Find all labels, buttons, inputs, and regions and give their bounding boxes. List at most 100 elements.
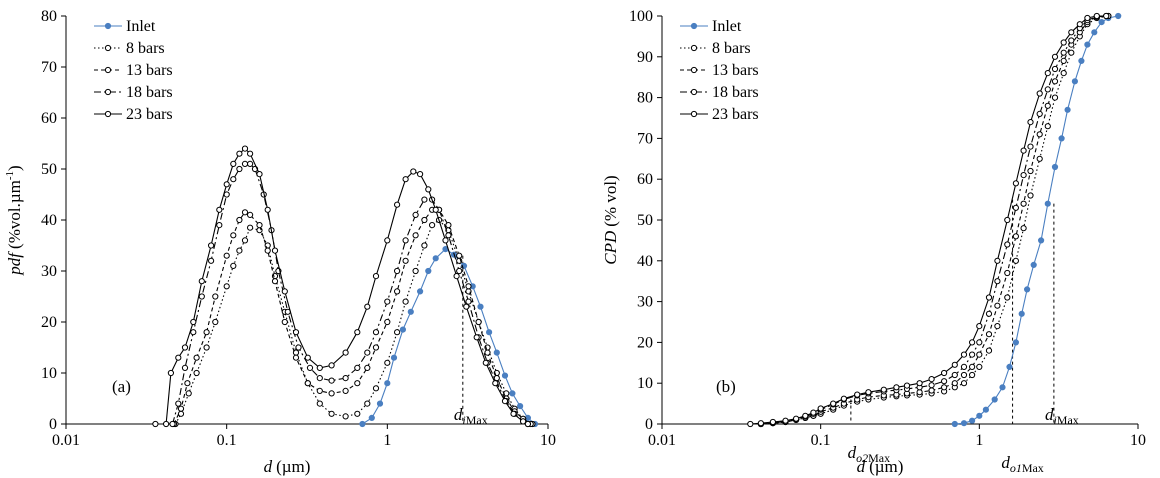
x-tick-label: 1 [975,432,983,449]
data-point [412,267,419,275]
data-point [412,232,419,239]
data-point [223,191,230,198]
y-tick-label: 70 [41,59,57,76]
legend-swatch-marker [690,88,698,96]
legend-label: 13 bars [712,62,759,79]
annotation-symbol: d [454,405,463,424]
data-point [399,326,406,333]
data-point [175,354,182,361]
data-point [364,400,371,407]
data-point [236,216,243,224]
data-point [402,176,409,183]
data-point [1020,147,1027,154]
data-point [865,389,872,396]
data-point [354,329,361,336]
data-point [969,363,976,370]
data-point [359,420,366,428]
data-point [493,349,500,356]
data-point [1051,163,1059,171]
y-axis-title: pdf (%vol.µm-1) [4,165,24,275]
data-point [223,181,230,188]
data-point [1004,294,1011,301]
legend-swatch-marker [104,110,112,118]
data-point [941,384,948,391]
data-point [198,293,205,300]
data-point [928,382,935,389]
data-point [190,318,197,326]
data-point [486,329,493,336]
data-point [342,387,349,394]
data-point [264,242,271,249]
annotation-label: diMax [454,405,488,427]
y-tick-label: 80 [637,90,653,107]
data-point [747,420,754,428]
y-axis-title-unit: (%vol.µm [5,180,24,249]
data-point [421,196,428,203]
legend-label: 13 bars [126,62,173,79]
x-tick-label: 0.01 [648,432,676,449]
data-point [394,329,401,336]
data-point [793,415,800,422]
data-point [976,351,983,358]
data-point [1036,131,1043,138]
data-point [493,375,500,382]
data-point [445,232,452,239]
data-point [256,227,263,234]
y-tick-label: 80 [41,8,57,25]
data-point [1115,12,1122,20]
legend-label: Inlet [712,18,742,35]
data-point [960,371,968,379]
data-point [264,247,271,254]
data-point [520,418,527,425]
data-point [394,288,401,295]
data-point [384,318,391,326]
data-point [928,387,935,394]
x-tick-label: 10 [540,432,556,449]
data-point [445,222,452,229]
data-point [372,329,380,336]
data-point [1027,143,1034,150]
data-point [456,267,463,275]
data-point [281,288,288,295]
data-point [247,224,254,231]
data-point [372,344,380,351]
data-point [203,329,210,336]
data-point [1004,269,1011,277]
data-point [212,293,219,300]
data-point [198,278,205,285]
data-point [306,364,314,371]
legend-swatch-marker [690,66,698,74]
y-axis-title-symbol: pdf [5,251,24,276]
data-point [354,364,361,371]
data-point [510,410,517,417]
y-axis-title: CPD (% vol) [601,175,620,264]
data-point [1078,57,1085,65]
data-point [456,252,463,259]
data-point [465,298,472,305]
data-point [1068,29,1075,36]
data-point [985,331,993,338]
y-tick-label: 20 [637,334,653,351]
cpd-panel: 0 10 20 30 40 50 60 70 80 90 100 0.01 0.1 1 10 CPD (% vo… [601,8,1146,476]
data-point [167,369,174,377]
data-point [941,378,948,385]
y-tick-label: 40 [41,212,57,229]
panel-label: (a) [112,377,131,396]
data-point [1012,180,1020,187]
legend-label: 8 bars [712,40,751,57]
data-point [328,362,335,369]
data-point [241,160,249,167]
data-point [951,371,958,379]
data-point [184,380,191,387]
data-point [976,363,983,370]
annotation-subscript-tail: Max [466,413,488,427]
annotation-subscript: o2 [856,451,868,465]
data-point [1098,19,1105,26]
data-point [999,384,1006,391]
data-point [216,222,223,229]
y-tick-label: 70 [637,130,653,147]
data-point [1051,53,1059,60]
data-point [1004,216,1011,224]
series-line [362,248,536,425]
data-point [193,369,200,377]
